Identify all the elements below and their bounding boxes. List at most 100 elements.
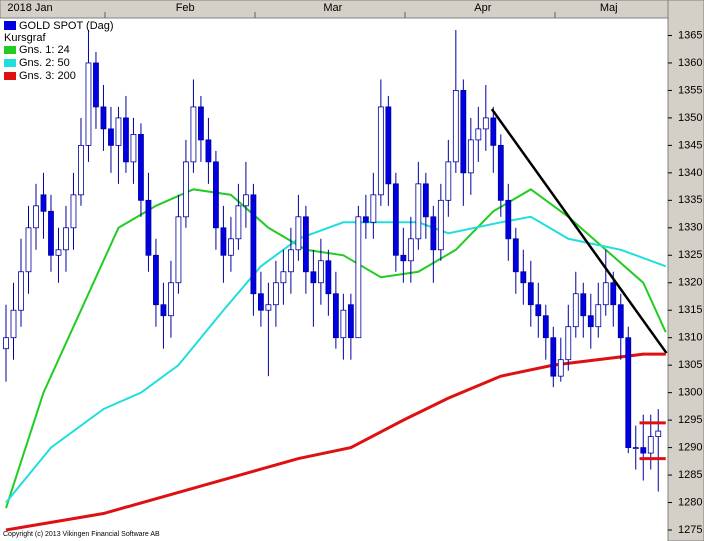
candle-body [70, 194, 77, 229]
y-tick-label: 1355 [678, 84, 702, 96]
candle-body [340, 309, 347, 339]
y-tick-label: 1285 [678, 469, 702, 481]
candle-body [602, 282, 609, 306]
candle-body [295, 216, 302, 251]
candle-body [55, 249, 62, 256]
candle-body [437, 199, 444, 251]
y-tick-label: 1335 [678, 194, 702, 206]
legend-swatch [4, 59, 16, 67]
candle-body [145, 199, 152, 256]
candle-body [85, 62, 92, 146]
candle-body [3, 337, 9, 350]
candle-body [168, 282, 174, 317]
candle-body [272, 282, 279, 306]
candle-body [430, 216, 437, 251]
y-tick-label: 1320 [678, 277, 702, 289]
candle-body [25, 227, 32, 273]
y-tick-label: 1300 [678, 387, 702, 399]
candle-body [580, 293, 587, 317]
candle-body [647, 436, 654, 454]
chart-title: GOLD SPOT (Dag) [19, 20, 114, 32]
y-tick-label: 1345 [678, 139, 702, 151]
candle-body [100, 106, 107, 130]
candle-body [452, 90, 459, 163]
candle-body [355, 216, 362, 339]
candle-body [280, 271, 287, 284]
candle-body [400, 254, 407, 262]
candle-body [550, 337, 557, 377]
y-tick-label: 1350 [678, 112, 702, 124]
candle-body [108, 128, 114, 146]
candle-body [18, 271, 24, 311]
candle-body [198, 106, 204, 141]
candle-body [130, 133, 137, 163]
legend-swatch [4, 21, 16, 30]
x-tick-label: Mar [323, 2, 342, 14]
candle-body [250, 194, 257, 295]
y-tick-label: 1275 [678, 524, 702, 536]
candle-body [490, 117, 497, 146]
y-tick-label: 1360 [678, 57, 702, 69]
y-tick-label: 1330 [678, 222, 702, 234]
candle-body [640, 447, 647, 454]
candle-body [258, 293, 264, 311]
y-tick-label: 1325 [678, 249, 702, 261]
candle-body [610, 282, 617, 306]
moving-average [5, 215, 667, 504]
candle-body [63, 227, 69, 251]
candle-body [205, 139, 212, 163]
candle-body [362, 216, 369, 223]
y-tick-label: 1290 [678, 441, 702, 453]
candle-body [317, 260, 324, 284]
candle-body [40, 194, 47, 212]
footer: Copyright (c) 2013 Vikingen Financial So… [3, 531, 160, 538]
candle-body [505, 199, 512, 240]
plot [3, 29, 668, 532]
candle-body [385, 106, 392, 185]
candle-body [482, 117, 489, 130]
candle-body [115, 117, 122, 146]
candle-body [415, 183, 422, 240]
candle-body [235, 205, 242, 240]
trendline [490, 108, 668, 354]
candle-body [632, 447, 639, 449]
candle-body [265, 304, 272, 311]
candle-body [422, 183, 429, 218]
moving-average [5, 352, 666, 532]
y-tick-label: 1280 [678, 496, 702, 508]
legend-swatch [4, 46, 16, 54]
candle-body [287, 249, 294, 273]
y-tick-label: 1340 [678, 167, 702, 179]
candle-body [183, 161, 189, 218]
legend-label: Gns. 1: 24 [19, 44, 70, 56]
candle-body [325, 260, 332, 295]
candle-body [138, 133, 144, 201]
candle-body [497, 144, 504, 201]
candle-body [228, 238, 234, 256]
candle-body [220, 227, 227, 256]
candle-body [153, 254, 159, 306]
y-tick-label: 1365 [678, 29, 702, 41]
candle-body [542, 315, 549, 339]
candle-body [475, 128, 482, 141]
month-dividers [104, 12, 556, 18]
candle-body [190, 106, 197, 163]
candle-body [527, 282, 534, 306]
candle-body [587, 315, 594, 328]
candle-body [10, 309, 17, 339]
candle-body [347, 304, 354, 339]
candle-body [310, 271, 317, 284]
x-tick-label: Apr [474, 2, 491, 14]
candle-body [595, 304, 602, 328]
candle-body [93, 62, 99, 108]
y-tick-label: 1310 [678, 332, 702, 344]
candle-body [565, 326, 572, 361]
legend-label: Gns. 3: 200 [19, 70, 76, 82]
candle-body [520, 271, 527, 284]
candle-body [377, 106, 384, 196]
candle-body [332, 293, 339, 339]
chart-subtitle: Kursgraf [4, 32, 47, 44]
candle-body [48, 210, 54, 256]
